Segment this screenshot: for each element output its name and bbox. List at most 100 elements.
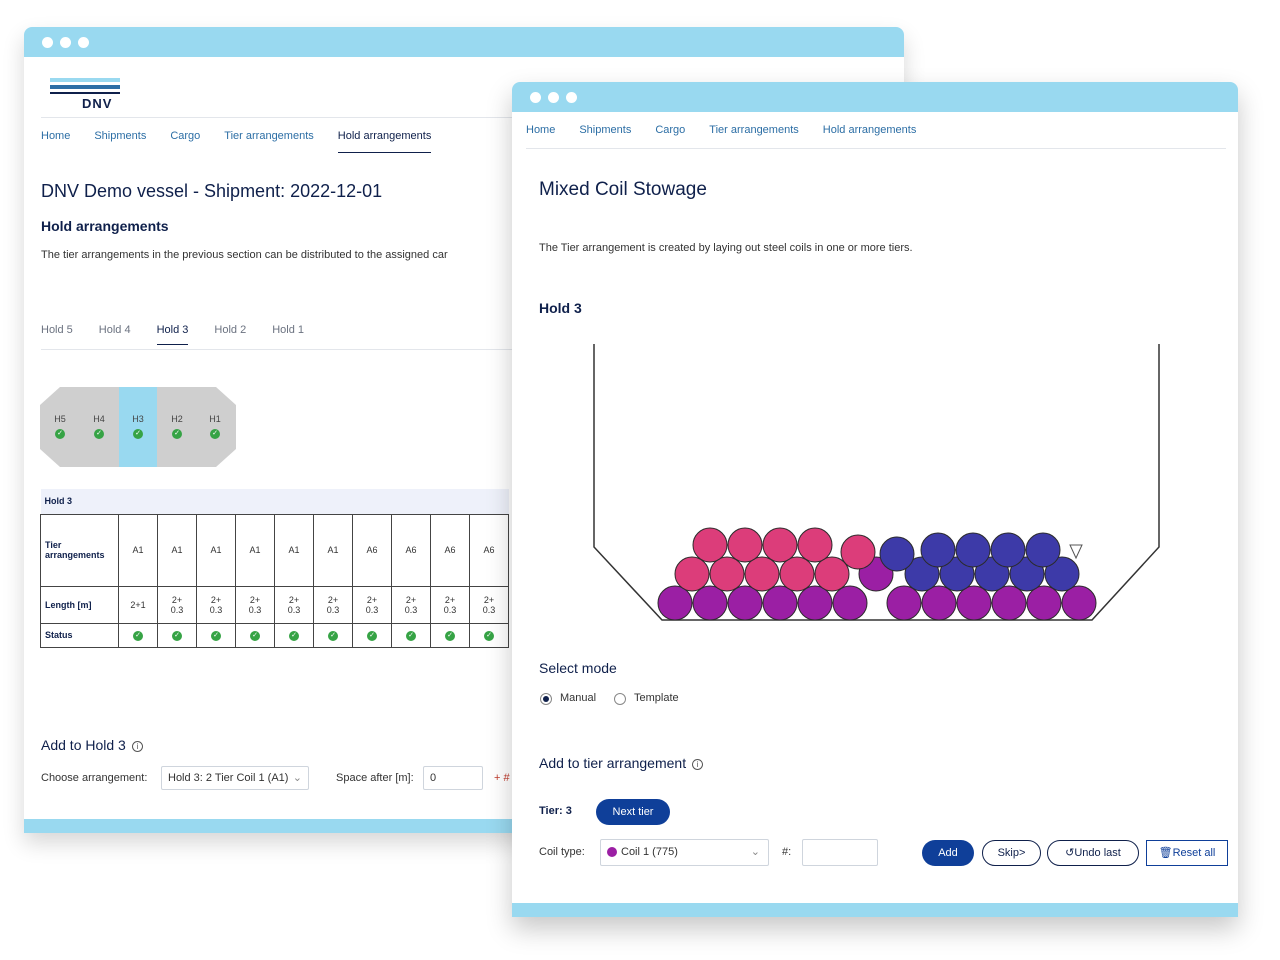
coil[interactable]	[692, 585, 728, 621]
coil[interactable]	[709, 556, 745, 592]
info-icon[interactable]: i	[692, 758, 704, 770]
manual-radio[interactable]	[540, 693, 552, 705]
table-cell[interactable]: A6	[469, 513, 509, 587]
coil[interactable]	[657, 585, 693, 621]
coil[interactable]	[955, 532, 991, 568]
nav-home[interactable]: Home	[526, 124, 556, 136]
table-cell: ✓	[352, 622, 392, 648]
coil[interactable]	[727, 585, 763, 621]
coil[interactable]	[814, 556, 850, 592]
table-cell[interactable]: A6	[430, 513, 470, 587]
table-cell[interactable]: A1	[313, 513, 353, 587]
tab-hold-5[interactable]: Hold 5	[41, 324, 73, 336]
coil[interactable]	[674, 556, 710, 592]
table-cell[interactable]: A6	[352, 513, 392, 587]
section-title: Hold arrangements	[41, 218, 169, 234]
coil[interactable]	[762, 527, 798, 563]
arrangement-select[interactable]: Hold 3: 2 Tier Coil 1 (A1) ⌄	[161, 766, 309, 790]
table-cell[interactable]: A1	[274, 513, 314, 587]
coil[interactable]	[797, 527, 833, 563]
hold-tabs: Hold 5 Hold 4 Hold 3 Hold 2 Hold 1	[41, 324, 330, 345]
coil[interactable]	[1025, 532, 1061, 568]
check-icon: ✓	[406, 631, 416, 641]
count-input[interactable]	[802, 839, 878, 866]
coil[interactable]	[762, 585, 798, 621]
table-cell: 2+1	[118, 585, 158, 624]
tab-hold-4[interactable]: Hold 4	[98, 324, 131, 336]
coil[interactable]	[832, 585, 868, 621]
table-cell: ✓	[313, 622, 353, 648]
coil[interactable]	[879, 536, 915, 572]
coil[interactable]	[692, 527, 728, 563]
skip-button[interactable]: Skip>	[982, 840, 1041, 866]
window-dot[interactable]	[530, 92, 541, 103]
nav-shipments[interactable]: Shipments	[94, 130, 147, 142]
coil[interactable]	[1061, 585, 1097, 621]
coil[interactable]	[886, 585, 922, 621]
nav-tier-arrangements[interactable]: Tier arrangements	[709, 124, 799, 136]
table-cell: 2+ 0.3	[430, 585, 470, 624]
window-dot[interactable]	[78, 37, 89, 48]
coil[interactable]	[1026, 585, 1062, 621]
table-cell: 2+ 0.3	[469, 585, 509, 624]
add-button[interactable]: Add	[922, 840, 974, 866]
hold-label-h5[interactable]: H5	[54, 414, 66, 424]
coil[interactable]	[840, 534, 876, 570]
hold-label-h4[interactable]: H4	[93, 414, 105, 424]
coil[interactable]	[1044, 556, 1080, 592]
hold-label-h3[interactable]: H3	[132, 414, 144, 424]
space-after-label: Space after [m]:	[336, 772, 414, 784]
coil[interactable]	[779, 556, 815, 592]
window-dot[interactable]	[60, 37, 71, 48]
table-cell: ✓	[430, 622, 470, 648]
manual-label: Manual	[560, 692, 597, 704]
template-radio[interactable]	[614, 693, 626, 705]
next-tier-button[interactable]: Next tier	[596, 799, 670, 825]
nav-home[interactable]: Home	[41, 130, 71, 142]
bottom-bar	[512, 903, 1238, 917]
table-cell[interactable]: A1	[157, 513, 197, 587]
choose-arrangement-label: Choose arrangement:	[41, 772, 148, 784]
reset-all-button[interactable]: 🗑Reset all	[1146, 840, 1228, 866]
check-icon: ✓	[328, 631, 338, 641]
nav-tier-arrangements[interactable]: Tier arrangements	[224, 130, 314, 142]
front-window: Home Shipments Cargo Tier arrangements H…	[512, 82, 1238, 917]
hold-label-h1[interactable]: H1	[209, 414, 221, 424]
divider	[41, 349, 541, 350]
coil[interactable]	[744, 556, 780, 592]
check-icon: ✓	[210, 429, 220, 439]
nav-cargo[interactable]: Cargo	[170, 130, 201, 142]
tier-label: Tier: 3	[539, 805, 572, 817]
nav-hold-arrangements[interactable]: Hold arrangements	[822, 124, 917, 136]
page-description: The Tier arrangement is created by layin…	[539, 242, 913, 254]
nav-hold-arrangements[interactable]: Hold arrangements	[337, 130, 432, 153]
coil[interactable]	[797, 585, 833, 621]
info-icon[interactable]: i	[131, 740, 143, 752]
tab-hold-3[interactable]: Hold 3	[156, 324, 189, 345]
space-after-input[interactable]: 0	[423, 766, 483, 790]
nav-cargo[interactable]: Cargo	[655, 124, 686, 136]
window-dot[interactable]	[566, 92, 577, 103]
coil[interactable]	[956, 585, 992, 621]
tab-hold-2[interactable]: Hold 2	[214, 324, 247, 336]
hold-outline	[593, 344, 1160, 621]
table-cell[interactable]: A1	[196, 513, 236, 587]
coil[interactable]	[921, 585, 957, 621]
table-cell[interactable]: A6	[391, 513, 431, 587]
window-dot[interactable]	[42, 37, 53, 48]
coil-type-select[interactable]: Coil 1 (775) ⌄	[600, 839, 769, 866]
table-cell[interactable]: A1	[118, 513, 158, 587]
undo-last-button[interactable]: ↺Undo last	[1047, 840, 1139, 866]
coil[interactable]	[990, 532, 1026, 568]
nav-shipments[interactable]: Shipments	[579, 124, 632, 136]
table-cell[interactable]: A1	[235, 513, 275, 587]
coil[interactable]	[991, 585, 1027, 621]
coil[interactable]	[920, 532, 956, 568]
window-dot[interactable]	[548, 92, 559, 103]
ship-hull	[40, 387, 236, 467]
hold-table: Hold 3 Tier arrangements A1 A1 A1 A1 A1 …	[40, 489, 509, 648]
coil[interactable]	[727, 527, 763, 563]
tab-hold-1[interactable]: Hold 1	[272, 324, 304, 336]
table-cell: ✓	[157, 622, 197, 648]
hold-label-h2[interactable]: H2	[171, 414, 183, 424]
